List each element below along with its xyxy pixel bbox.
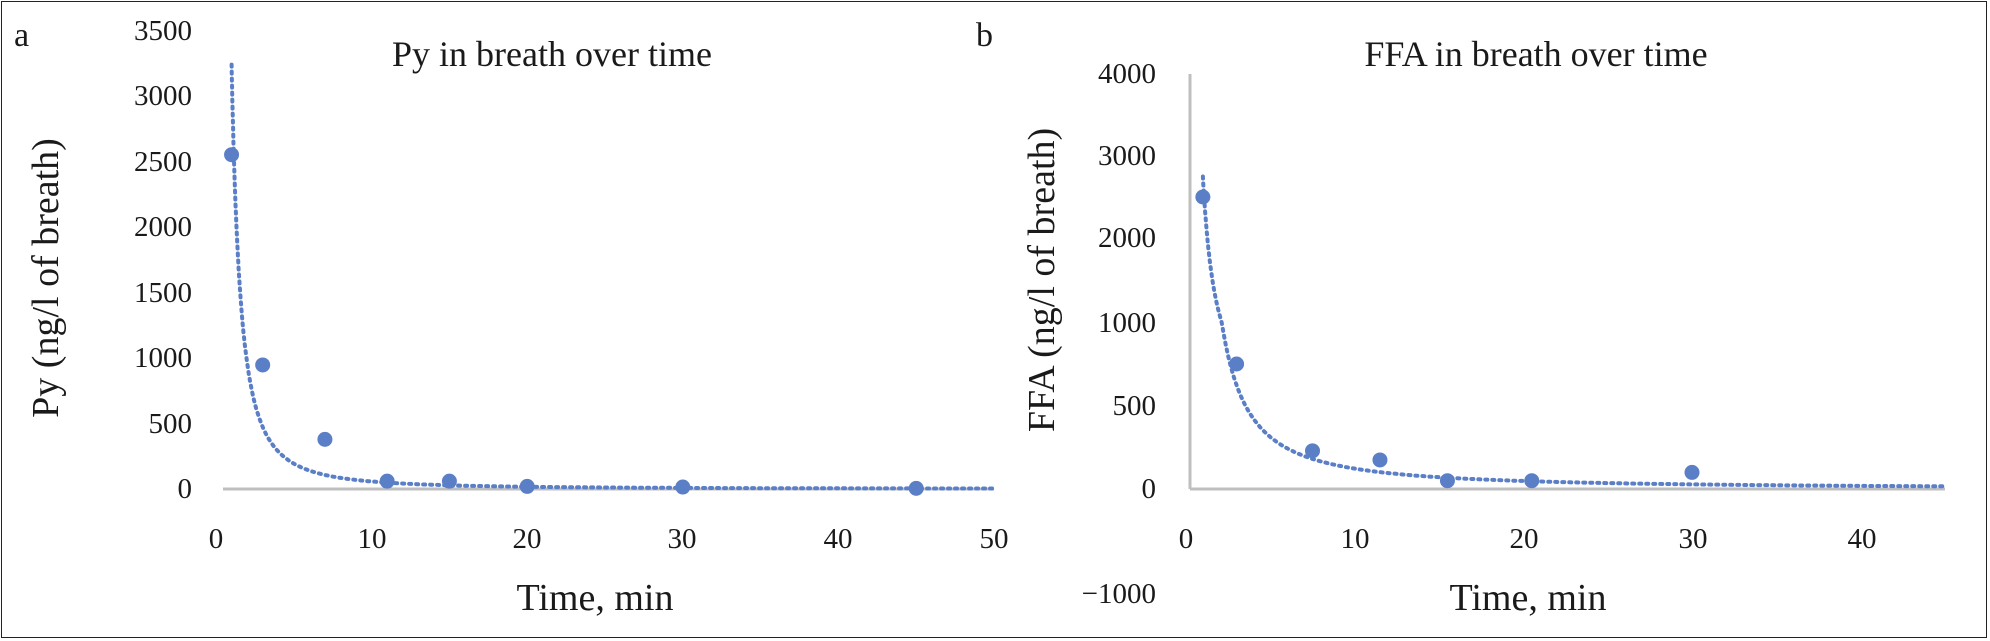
panel-a-y-tick-500: 500: [149, 408, 193, 440]
panel-a-y-tick-3500: 3500: [134, 15, 192, 47]
panel-a-data-point: [379, 473, 395, 489]
panel-b-data-point: [1524, 473, 1540, 489]
panel-b-y-tick-minus-1000: −1000: [1082, 578, 1156, 610]
panel-b-plot-area: [1195, 174, 1947, 489]
panel-b-title: FFA in breath over time: [1364, 34, 1707, 74]
panel-b: b FFA in breath over time FFA (ng/l of b…: [976, 17, 1947, 619]
panel-a-x-tick-labels: 0 10 20 30 40 50: [209, 523, 1009, 555]
panel-a-x-tick-20: 20: [513, 523, 542, 555]
panel-a-data-point: [675, 479, 691, 495]
panel-a-y-tick-2000: 2000: [134, 211, 192, 243]
panel-a-data-point: [255, 357, 271, 373]
panel-b-x-axis-title: Time, min: [1450, 577, 1607, 619]
panel-a-title: Py in breath over time: [392, 34, 712, 74]
panel-a-data-point: [908, 480, 924, 496]
panel-a-x-tick-50: 50: [980, 523, 1009, 555]
panel-a-y-tick-1500: 1500: [134, 277, 192, 309]
panel-a-trendline: [229, 62, 996, 491]
panel-b-y-tick-4000: 4000: [1098, 58, 1156, 90]
panel-a-x-tick-40: 40: [824, 523, 853, 555]
panel-b-x-tick-0: 0: [1179, 523, 1194, 555]
panel-b-data-point: [1372, 452, 1388, 468]
panel-b-data-point: [1229, 356, 1245, 372]
panel-b-data-point: [1439, 473, 1455, 489]
panel-b-x-tick-30: 30: [1679, 523, 1708, 555]
panel-b-y-tick-500: 500: [1113, 390, 1157, 422]
panel-a-x-tick-10: 10: [358, 523, 387, 555]
panel-a-y-tick-labels: 0 500 1000 1500 2000 2500 3000 3500: [134, 15, 192, 505]
panel-b-data-point: [1195, 189, 1211, 205]
panel-a-x-tick-0: 0: [209, 523, 224, 555]
panel-a-x-axis-title: Time, min: [517, 577, 674, 619]
panel-b-y-tick-2000: 2000: [1098, 222, 1156, 254]
panel-b-x-tick-20: 20: [1510, 523, 1539, 555]
panel-b-trendline: [1200, 174, 1947, 489]
panel-a-plot-area: [224, 62, 996, 496]
panel-b-y-tick-1000: 1000: [1098, 307, 1156, 339]
panel-a-data-point: [441, 473, 457, 489]
panel-a-data-point: [317, 431, 333, 447]
panel-b-x-tick-10: 10: [1341, 523, 1370, 555]
panel-a-y-tick-0: 0: [178, 473, 193, 505]
panel-b-letter: b: [976, 17, 993, 54]
panel-b-x-tick-40: 40: [1848, 523, 1877, 555]
panel-a-y-tick-1000: 1000: [134, 342, 192, 374]
panel-b-y-tick-labels: −1000 0 500 1000 2000 3000 4000: [1082, 58, 1156, 610]
panel-b-y-tick-0: 0: [1142, 473, 1157, 505]
panel-b-y-axis-title: FFA (ng/l of breath): [1021, 128, 1063, 432]
panel-a: a Py in breath over time Py (ng/l of bre…: [14, 15, 1009, 619]
panel-a-letter: a: [14, 17, 29, 54]
panel-b-x-tick-labels: 0 10 20 30 40: [1179, 523, 1877, 555]
panel-b-data-point: [1305, 443, 1320, 459]
panel-a-data-point: [224, 147, 240, 163]
panel-a-y-tick-2500: 2500: [134, 146, 192, 178]
panel-a-y-axis-title: Py (ng/l of breath): [25, 138, 67, 418]
panel-b-y-tick-3000: 3000: [1098, 140, 1156, 172]
panel-a-data-point: [519, 478, 535, 494]
panel-a-y-tick-3000: 3000: [134, 80, 192, 112]
panel-a-x-tick-30: 30: [668, 523, 697, 555]
panel-b-data-point: [1684, 464, 1700, 480]
